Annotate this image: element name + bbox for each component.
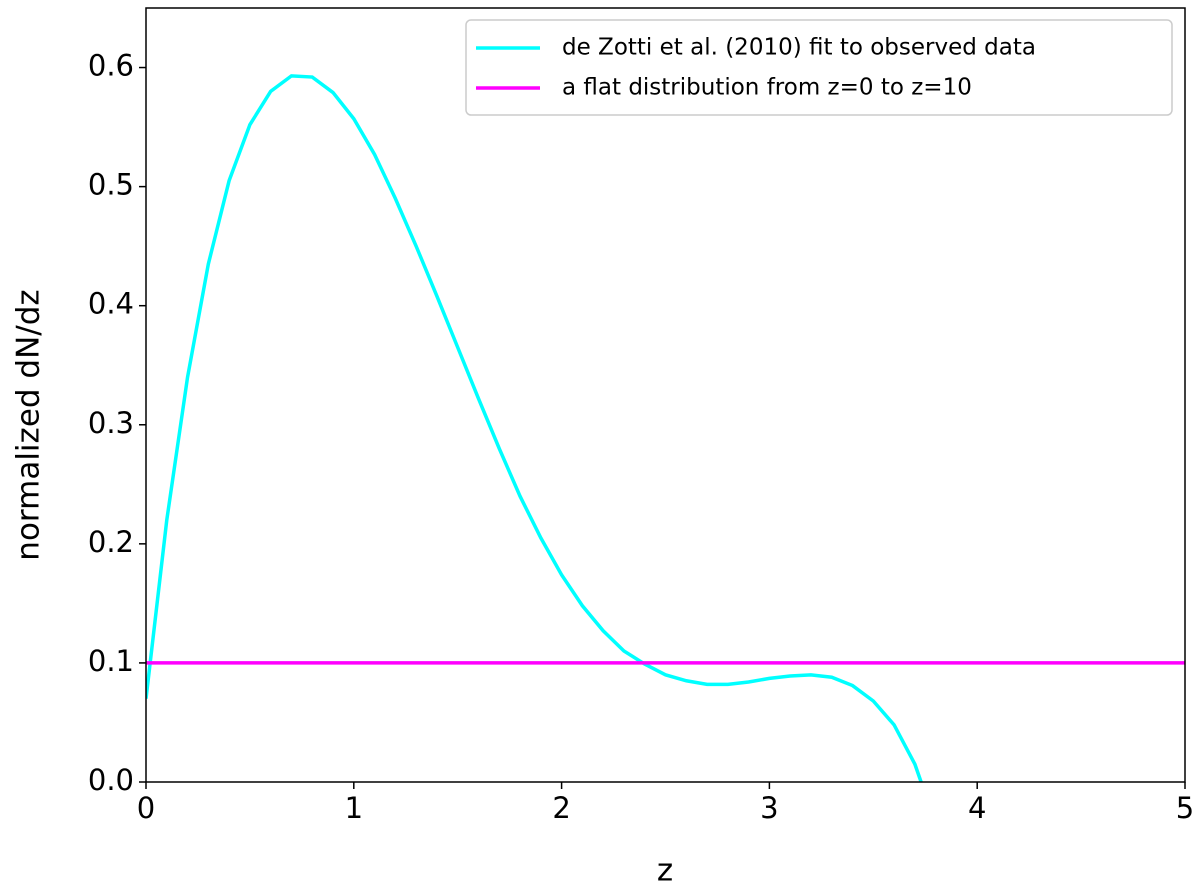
y-tick-label: 0.0: [88, 763, 134, 797]
x-tick-label: 5: [1176, 791, 1194, 825]
data-line: [146, 74, 923, 782]
x-tick-label: 2: [552, 791, 570, 825]
x-axis-label: z: [657, 853, 673, 889]
plot-frame: [145, 7, 1186, 783]
x-tick-label: 1: [345, 791, 363, 825]
y-tick-label: 0.4: [88, 287, 134, 321]
y-tick-label: 0.2: [88, 525, 134, 559]
y-tick-label: 0.5: [88, 168, 134, 202]
legend-label: de Zotti et al. (2010) fit to observed d…: [562, 35, 1036, 61]
x-tick-label: 4: [968, 791, 986, 825]
legend-label: a flat distribution from z=0 to z=10: [562, 75, 972, 101]
x-tick-label: 0: [137, 791, 155, 825]
y-tick-label: 0.3: [88, 406, 134, 440]
y-tick-label: 0.6: [88, 49, 134, 83]
x-tick-label: 3: [760, 791, 778, 825]
y-axis-label: normalized dN/dz: [11, 289, 47, 560]
legend-box: [465, 19, 1173, 116]
y-tick-label: 0.1: [88, 644, 134, 678]
